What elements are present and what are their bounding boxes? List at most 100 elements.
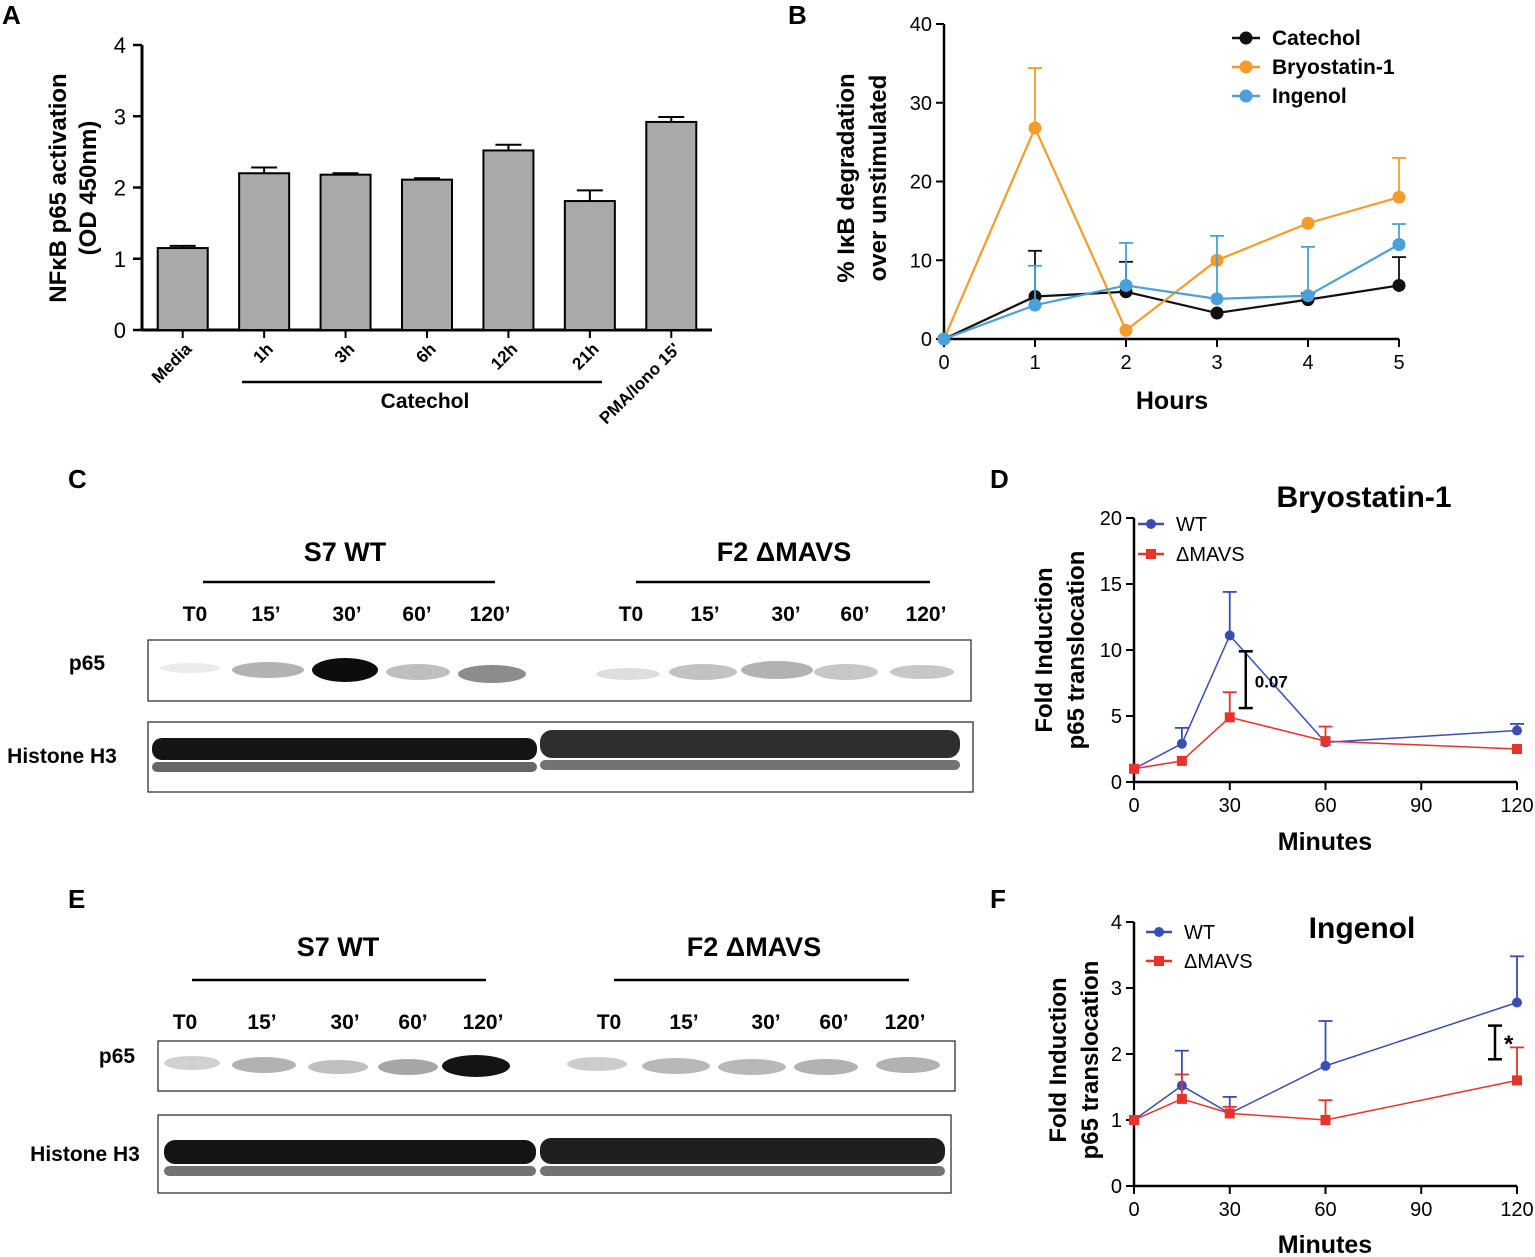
x-tick-label: 12h — [487, 339, 521, 373]
panel-letter-d: D — [990, 464, 1009, 494]
catechol-series-line — [943, 284, 1400, 340]
chart-b-plot-area: 0 10 20 30 40 0 1 2 3 4 5 Catechol Bryostatin-1 Ingen… — [910, 14, 1406, 374]
band — [814, 664, 878, 680]
x-tick-label: 6h — [412, 339, 439, 366]
y-tick-label: 1 — [1111, 1110, 1122, 1132]
ingenol-series-line — [943, 243, 1400, 341]
y-tick-label: 3 — [1111, 978, 1122, 1000]
y-tick-label: 40 — [910, 14, 932, 36]
x-tick-label: 5 — [1393, 352, 1404, 374]
x-tick-label: Media — [148, 339, 196, 387]
x-tick-label: 4 — [1302, 352, 1313, 374]
band — [540, 1138, 945, 1164]
blot-e-p65-bands — [164, 1055, 940, 1077]
x-tick-label: 3 — [1211, 352, 1222, 374]
blot-c-row1-label: p65 — [69, 652, 106, 675]
-mavs-point — [1176, 755, 1187, 766]
bryostatin-1-point — [1119, 323, 1133, 337]
chart-d-plot-area: 0 5 10 15 20 0 30 60 90 120 WT ΔMAVS 0.07 — [1100, 508, 1534, 817]
blot-e: S7 WT F2 ΔMAVS T0 15’ 30’ 60’ 120’ T0 15… — [30, 932, 956, 1194]
blot-e-group2-label: F2 ΔMAVS — [687, 932, 821, 962]
blot-e-group1-label: S7 WT — [297, 932, 380, 962]
catechol-point — [1210, 306, 1224, 320]
blot-c-histone-bands — [152, 730, 960, 772]
legend-marker--mavs — [1154, 956, 1164, 966]
x-tick-label: 21h — [569, 339, 603, 373]
bryostatin-1-point — [1028, 121, 1042, 135]
chart-b-ylabel-line2: over unstimulated — [865, 75, 892, 282]
-mavs-point — [1320, 736, 1331, 747]
legend-label-catechol: Catechol — [1272, 27, 1361, 50]
blot-c-lane-label: 60’ — [402, 603, 431, 626]
wt-point — [1320, 1060, 1331, 1071]
blot-e-p65-strip — [157, 1040, 956, 1092]
band — [540, 1166, 945, 1176]
legend-marker-catechol — [1239, 31, 1253, 45]
y-tick-label: 4 — [1111, 912, 1122, 934]
blot-c-lane-label: T0 — [619, 603, 644, 626]
legend-marker-ingenol — [1239, 89, 1253, 103]
y-tick-label: 0 — [921, 329, 932, 351]
blot-e-row2-label: Histone H3 — [30, 1143, 140, 1166]
band — [152, 738, 537, 760]
ingenol-point — [1301, 289, 1315, 303]
x-tick-label: 30 — [1219, 1199, 1241, 1221]
band — [232, 1057, 296, 1073]
bar-Media — [156, 247, 209, 331]
-mavs-point — [1129, 1115, 1139, 1125]
y-tick-label: 15 — [1100, 574, 1122, 596]
wt-point — [1512, 997, 1522, 1008]
blot-e-lane-label: T0 — [597, 1011, 622, 1034]
y-tick-label: 0 — [1111, 772, 1122, 794]
band — [876, 1057, 940, 1073]
legend-marker-wt — [1154, 927, 1164, 937]
x-tick-label: 1 — [1029, 352, 1040, 374]
panel-letter-f: F — [990, 884, 1006, 914]
legend-marker-wt — [1146, 519, 1156, 529]
blot-e-lane-label: 120’ — [885, 1011, 926, 1034]
panel-letter-a: A — [2, 0, 21, 30]
chart-f-title: Ingenol — [1309, 912, 1416, 945]
band — [718, 1059, 786, 1075]
panel-letter-e: E — [68, 884, 85, 914]
band — [642, 1058, 710, 1074]
legend-label-wt: WT — [1176, 514, 1207, 536]
blot-e-lane-label: 60’ — [819, 1011, 848, 1034]
chart-a-group-label: Catechol — [381, 390, 470, 413]
ingenol-point — [1028, 298, 1042, 312]
legend-label--mavs: ΔMAVS — [1184, 951, 1253, 973]
band — [378, 1059, 438, 1075]
chart-d-xlabel: Minutes — [1278, 828, 1372, 856]
bar-21h — [563, 200, 616, 331]
band — [540, 760, 960, 770]
legend-marker-bryostatin-1 — [1239, 60, 1253, 74]
x-tick-label: 0 — [1128, 795, 1139, 817]
chart-a-ylabel-line2: (OD 450nm) — [75, 121, 102, 256]
band — [567, 1057, 627, 1071]
blot-c-p65-strip — [147, 639, 972, 702]
wt-point — [1176, 738, 1187, 749]
chart-f-ylabel-line1: Fold Induction — [1045, 977, 1072, 1142]
blot-c-lane-label: T0 — [183, 603, 208, 626]
y-tick-label: 2 — [114, 176, 126, 201]
x-tick-label: 0 — [1128, 1199, 1139, 1221]
blot-c-group2-label: F2 ΔMAVS — [717, 537, 851, 567]
blot-e-histone-bands — [164, 1138, 945, 1176]
bar-12h — [482, 149, 535, 331]
band — [442, 1055, 510, 1077]
blot-c-lane-label: 120’ — [470, 603, 511, 626]
band — [458, 665, 526, 683]
chart-f-ylabel-line2: p65 translocation — [1077, 961, 1104, 1160]
x-tick-label: 60 — [1314, 1199, 1336, 1221]
x-tick-label: 3h — [331, 339, 358, 366]
blot-c-group1-label: S7 WT — [304, 537, 387, 567]
legend-label-wt: WT — [1184, 922, 1215, 944]
blot-e-lane-label: T0 — [173, 1011, 198, 1034]
bryostatin-1-point — [1392, 190, 1406, 204]
-mavs-point — [1512, 744, 1522, 754]
blot-c-lane-label: 60’ — [840, 603, 869, 626]
-mavs-point — [1512, 1075, 1522, 1086]
